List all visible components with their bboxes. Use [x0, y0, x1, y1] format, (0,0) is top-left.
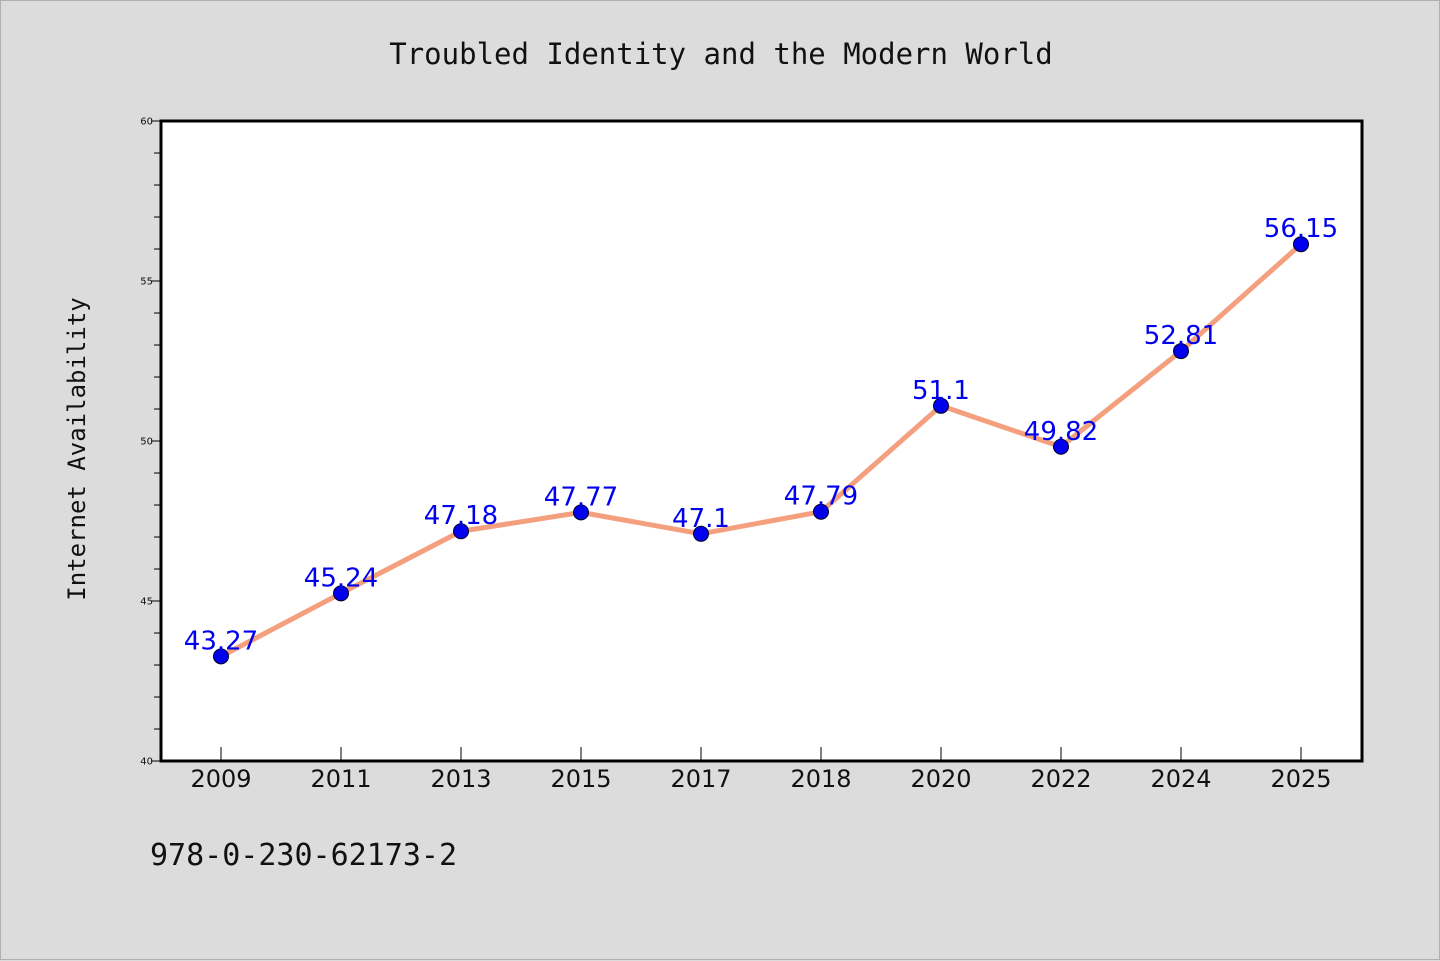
x-tick-label: 2015: [550, 765, 611, 793]
y-tick-label: 60: [140, 117, 153, 128]
data-label: 52.81: [1144, 321, 1218, 351]
x-tick-label: 2009: [190, 765, 251, 793]
x-tick-label: 2024: [1150, 765, 1211, 793]
chart-title: Troubled Identity and the Modern World: [389, 37, 1052, 71]
data-point: [213, 648, 229, 665]
series-group: 43.27 45.24 47.18 47.77 47.1 47.79 51.1 49.82 52…: [184, 214, 1338, 665]
x-tick-label: 2020: [910, 765, 971, 793]
x-axis-ticks: 2009 2011 2013 2015 2017 2018 2020 2022 2024 2025: [190, 747, 1332, 793]
series-line: [218, 241, 1304, 659]
data-label: 51.1: [912, 376, 970, 406]
data-point: [1293, 236, 1309, 253]
data-label: 47.18: [424, 501, 498, 531]
data-point: [813, 503, 829, 520]
data-label: 49.82: [1024, 417, 1098, 447]
data-point: [453, 523, 469, 540]
isbn-note: 978-0-230-62173-2: [150, 838, 457, 873]
x-tick-label: 2013: [430, 765, 491, 793]
data-point: [1173, 343, 1189, 360]
data-point: [693, 525, 709, 542]
y-tick-label: 40: [140, 757, 153, 768]
data-point: [933, 397, 949, 414]
data-label: 47.79: [784, 482, 858, 512]
x-tick-label: 2017: [670, 765, 731, 793]
x-tick-label: 2011: [310, 765, 371, 793]
y-axis-ticks: 40 45 50 55 60: [140, 117, 161, 768]
plot-border: [159, 119, 1364, 763]
data-point: [1053, 438, 1069, 455]
y-axis-label: Internet Availability: [63, 297, 91, 600]
y-tick-label: 45: [140, 597, 153, 608]
x-tick-label: 2018: [790, 765, 851, 793]
data-point: [573, 504, 589, 521]
plot-area: [161, 121, 1362, 761]
data-point: [333, 585, 349, 602]
x-tick-label: 2025: [1270, 765, 1331, 793]
y-tick-label: 55: [140, 277, 153, 288]
y-tick-label: 50: [140, 437, 153, 448]
data-label: 45.24: [304, 563, 378, 593]
data-label: 43.27: [184, 626, 258, 656]
x-tick-label: 2022: [1030, 765, 1091, 793]
data-label: 56.15: [1264, 214, 1338, 244]
data-label: 47.1: [672, 504, 730, 534]
data-label: 47.77: [544, 482, 618, 512]
